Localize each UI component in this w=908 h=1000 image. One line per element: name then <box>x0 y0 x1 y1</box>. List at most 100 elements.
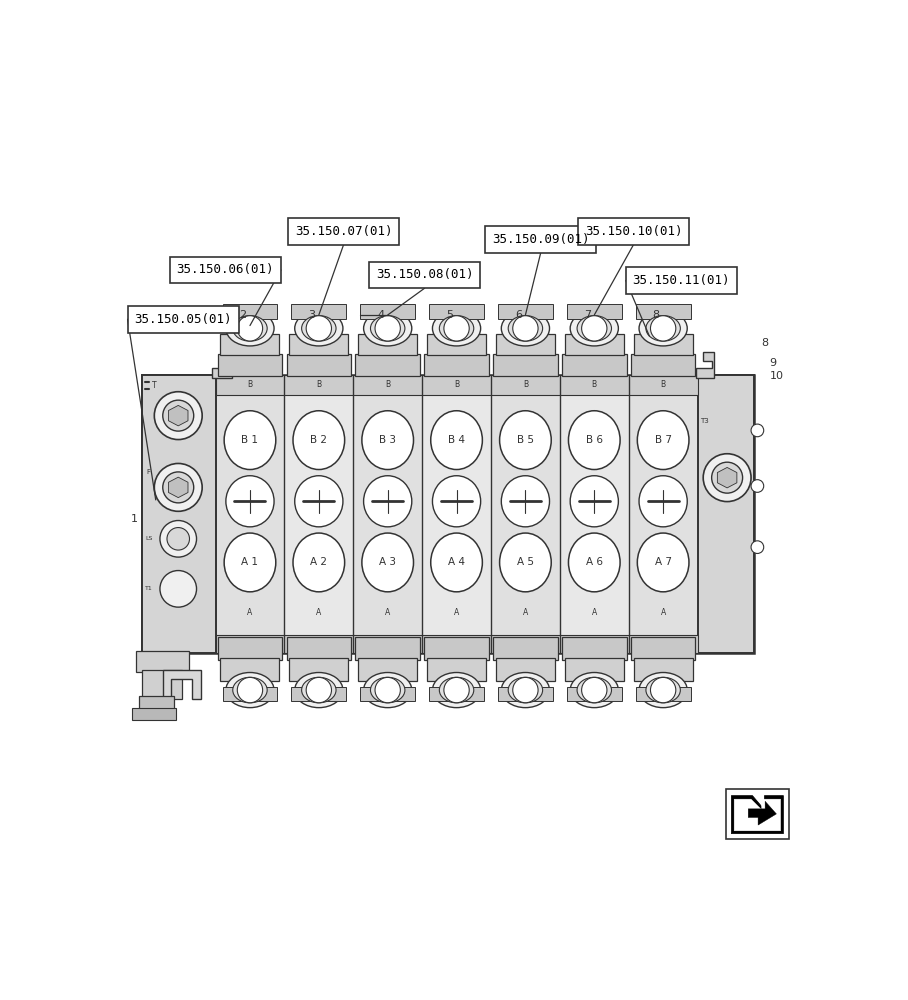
Bar <box>628 395 697 635</box>
Text: B 4: B 4 <box>448 435 465 445</box>
Text: A 3: A 3 <box>380 557 396 567</box>
Ellipse shape <box>639 311 687 346</box>
Text: 35.150.09(01): 35.150.09(01) <box>492 233 589 246</box>
Text: 1: 1 <box>131 514 138 524</box>
Ellipse shape <box>501 311 549 346</box>
Bar <box>222 687 277 701</box>
Bar <box>427 334 486 355</box>
Circle shape <box>237 677 262 703</box>
Ellipse shape <box>432 673 480 708</box>
Bar <box>215 635 697 653</box>
Bar <box>369 262 480 288</box>
Ellipse shape <box>363 311 412 346</box>
Circle shape <box>513 677 538 703</box>
Bar <box>578 218 689 245</box>
Text: 4: 4 <box>377 310 384 320</box>
Bar <box>221 658 280 681</box>
Text: A 6: A 6 <box>586 557 603 567</box>
Bar <box>485 226 597 253</box>
Bar <box>496 658 555 681</box>
Text: 10: 10 <box>769 371 784 381</box>
Text: A 4: A 4 <box>448 557 465 567</box>
Bar <box>634 334 693 355</box>
Text: B 2: B 2 <box>311 435 327 445</box>
Ellipse shape <box>224 533 276 592</box>
Bar <box>170 257 281 283</box>
Ellipse shape <box>370 316 405 341</box>
Ellipse shape <box>501 476 549 527</box>
Text: 35.150.05(01): 35.150.05(01) <box>134 313 232 326</box>
Bar <box>496 334 555 355</box>
Text: B: B <box>592 380 597 389</box>
Ellipse shape <box>293 411 345 470</box>
Bar <box>493 354 558 376</box>
Ellipse shape <box>646 677 680 703</box>
Ellipse shape <box>508 677 543 703</box>
Text: B 6: B 6 <box>586 435 603 445</box>
Text: 6: 6 <box>515 310 522 320</box>
Bar <box>636 304 691 319</box>
Ellipse shape <box>639 673 687 708</box>
Text: B 7: B 7 <box>655 435 672 445</box>
Circle shape <box>160 521 196 557</box>
Text: 35.150.11(01): 35.150.11(01) <box>633 274 730 287</box>
Ellipse shape <box>370 677 405 703</box>
Bar <box>562 354 627 376</box>
Bar <box>493 637 558 660</box>
Text: T1: T1 <box>144 586 153 591</box>
Text: B: B <box>316 380 321 389</box>
Ellipse shape <box>439 677 474 703</box>
Bar <box>218 637 282 660</box>
Bar <box>424 637 489 660</box>
Bar <box>491 395 560 635</box>
Polygon shape <box>735 799 781 831</box>
Ellipse shape <box>301 677 336 703</box>
Bar <box>360 304 415 319</box>
Ellipse shape <box>363 476 412 527</box>
Bar <box>567 687 622 701</box>
Ellipse shape <box>570 476 618 527</box>
Text: A 2: A 2 <box>311 557 327 567</box>
Bar <box>133 708 176 720</box>
Text: B: B <box>247 380 252 389</box>
Circle shape <box>160 571 196 607</box>
Ellipse shape <box>430 533 482 592</box>
Text: LS: LS <box>145 536 153 541</box>
Bar <box>631 354 696 376</box>
Polygon shape <box>731 796 784 834</box>
Ellipse shape <box>232 677 267 703</box>
Text: 2: 2 <box>240 310 246 320</box>
Bar <box>218 354 282 376</box>
Bar <box>360 687 415 701</box>
Circle shape <box>513 316 538 341</box>
Text: A: A <box>316 608 321 617</box>
Bar <box>429 687 484 701</box>
Bar <box>142 375 754 653</box>
Text: B 5: B 5 <box>517 435 534 445</box>
Ellipse shape <box>224 411 276 470</box>
Ellipse shape <box>362 533 413 592</box>
Bar <box>291 687 346 701</box>
Ellipse shape <box>570 311 618 346</box>
Circle shape <box>375 677 400 703</box>
Circle shape <box>154 392 202 440</box>
Polygon shape <box>169 477 188 498</box>
Text: B 1: B 1 <box>242 435 259 445</box>
Circle shape <box>751 424 764 437</box>
Text: A: A <box>385 608 390 617</box>
Polygon shape <box>696 352 714 378</box>
Text: B: B <box>523 380 528 389</box>
Bar <box>355 637 420 660</box>
Ellipse shape <box>295 476 343 527</box>
Ellipse shape <box>568 411 620 470</box>
Text: A 5: A 5 <box>517 557 534 567</box>
Bar <box>429 304 484 319</box>
Ellipse shape <box>295 311 343 346</box>
Ellipse shape <box>226 311 274 346</box>
Bar <box>422 395 491 635</box>
Circle shape <box>237 316 262 341</box>
Polygon shape <box>717 467 737 488</box>
Circle shape <box>306 677 331 703</box>
Ellipse shape <box>646 316 680 341</box>
Circle shape <box>163 472 193 503</box>
